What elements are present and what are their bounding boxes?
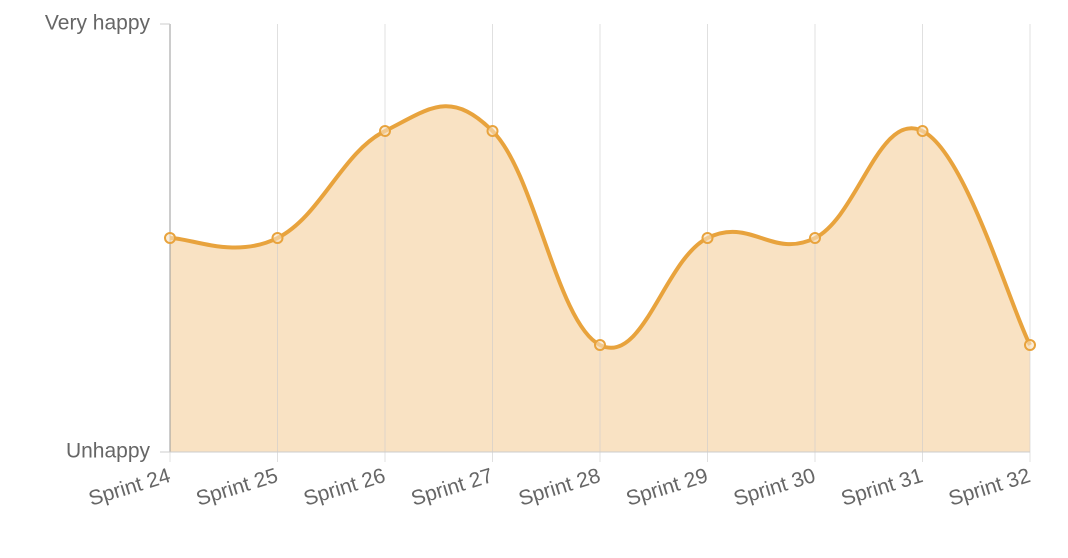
x-tick-label: Sprint 28 bbox=[516, 464, 603, 511]
point bbox=[701, 232, 714, 244]
point bbox=[164, 232, 176, 244]
y-tick-label: Very happy bbox=[45, 12, 151, 35]
x-tick-label: Sprint 25 bbox=[193, 464, 280, 511]
point bbox=[379, 125, 391, 137]
x-tick-label: Sprint 29 bbox=[623, 464, 710, 511]
x-tick-label: Sprint 26 bbox=[301, 464, 388, 511]
x-tick-label: Sprint 24 bbox=[86, 464, 173, 511]
point bbox=[271, 232, 284, 244]
x-tick-label: Sprint 27 bbox=[408, 464, 495, 511]
point bbox=[809, 232, 821, 244]
point bbox=[1024, 339, 1036, 351]
x-tick-label: Sprint 32 bbox=[946, 464, 1033, 511]
line bbox=[169, 104, 1032, 350]
y-tick-label: Unhappy bbox=[66, 440, 151, 463]
point bbox=[486, 125, 499, 137]
point bbox=[594, 339, 606, 351]
point bbox=[916, 125, 929, 137]
x-tick-label: Sprint 31 bbox=[838, 464, 925, 511]
x-tick-label: Sprint 30 bbox=[731, 464, 818, 511]
